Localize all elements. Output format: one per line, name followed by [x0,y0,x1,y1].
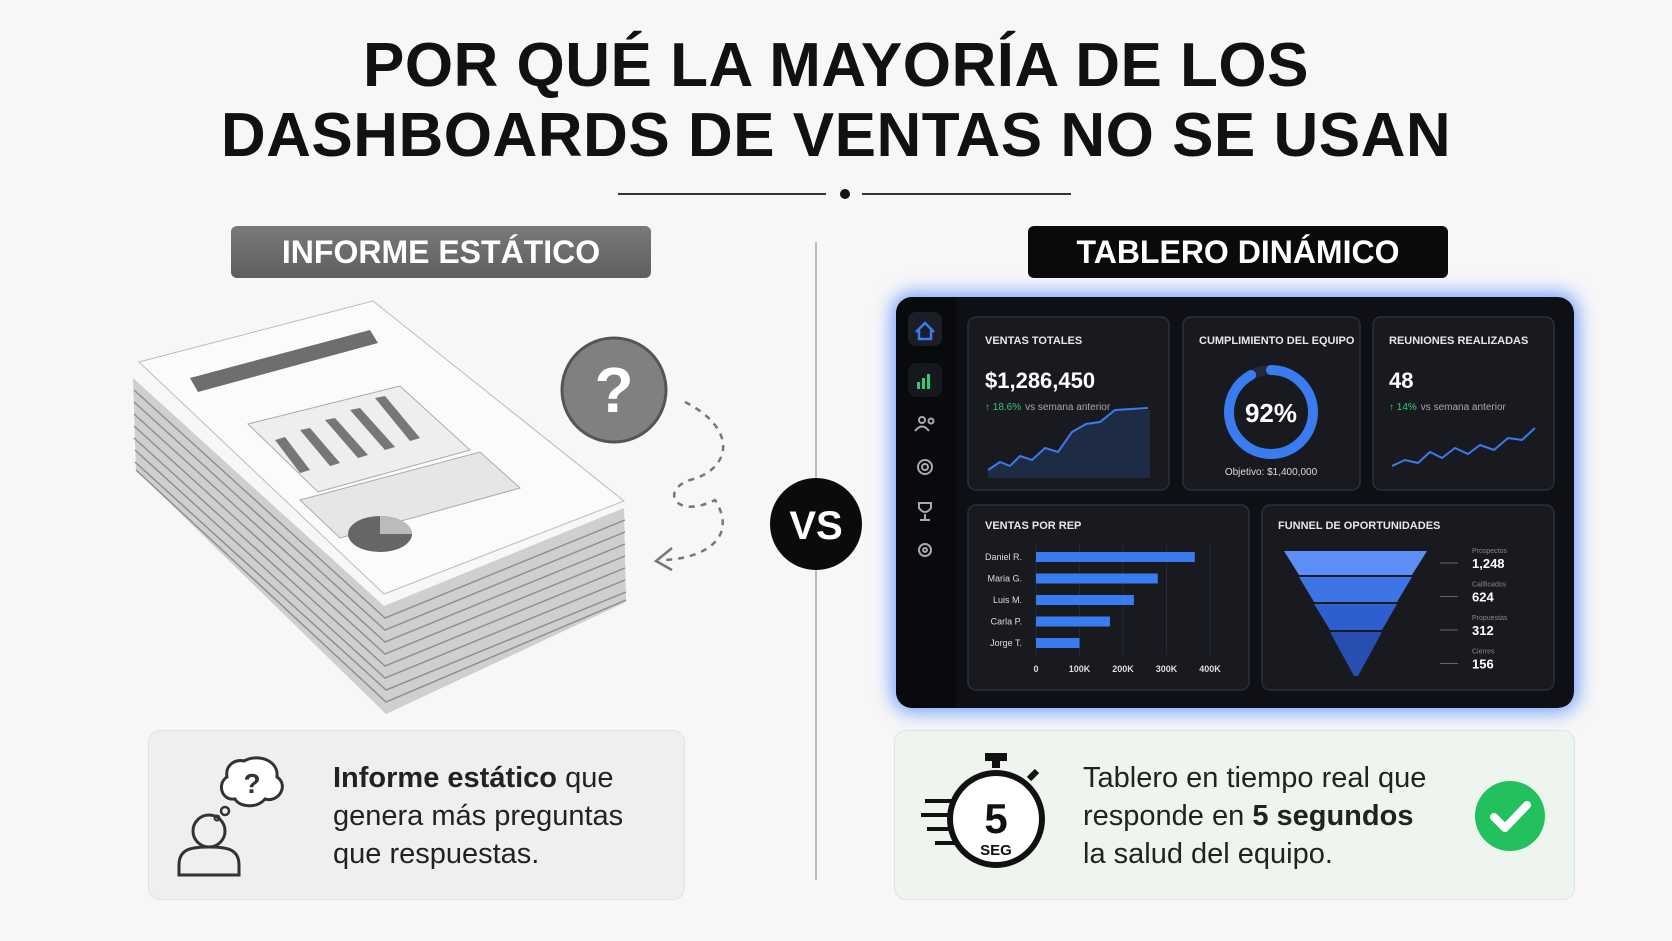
x-tick-label: 400K [1199,664,1221,674]
caption-text: responde en [1083,800,1245,832]
bar [1036,573,1158,584]
gauge-target: Objetivo: $1,400,000 [1225,467,1318,478]
gauge-label: 92% [1245,398,1297,428]
y-tick-label: Maria G. [987,574,1022,584]
caption-bold: Informe estático [333,762,557,794]
caption-text: que [565,762,614,794]
timer-unit: SEG [980,842,1012,859]
chart-title: VENTAS POR REP [985,520,1081,532]
caption-line: que respuestas. [333,838,540,870]
title-line: DASHBOARDS DE VENTAS NO SE USAN [220,101,1452,170]
chart-title: FUNNEL DE OPORTUNIDADES [1278,520,1440,532]
x-tick-label: 200K [1112,664,1134,674]
right-caption: 5 SEG Tablero en tiempo real que respond… [894,730,1575,900]
svg-text:?: ? [243,768,260,799]
stage-value: 624 [1472,590,1494,605]
caption-line: genera más preguntas [333,800,624,832]
stopwatch-icon: 5 SEG [921,753,1045,868]
caption-bold: 5 segundos [1252,800,1414,832]
stage-name: Calificados [1472,582,1507,589]
check-icon [1475,781,1545,851]
caption-line: responde en 5 segundos [1083,797,1413,835]
kpi-change: ↑ 18.6% vs semana anterior [985,402,1111,413]
caption-line: Informe estático que [333,759,613,797]
left-badge: INFORME ESTÁTICO [231,226,651,278]
y-tick-label: Carla P. [991,617,1022,627]
bar [1036,552,1195,562]
stage-name: Prospectos [1472,548,1508,555]
stage-name: Propuestas [1472,615,1508,622]
kpi-title: REUNIONES REALIZADAS [1389,335,1528,347]
change-text: vs semana anterior [1025,402,1111,413]
y-tick-label: Luis M. [993,595,1022,605]
paper-stack [133,300,627,714]
kpi-title: VENTAS TOTALES [985,335,1082,347]
y-tick-label: Daniel R. [985,552,1022,562]
y-tick-label: Jorge T. [990,638,1022,648]
timer-number: 5 [984,795,1007,842]
x-tick-label: 300K [1156,664,1178,674]
title-line: POR QUÉ LA MAYORÍA DE LOS [362,31,1310,100]
left-caption: ? Informe estático que genera más pregun… [148,730,685,900]
stage-value: 1,248 [1472,556,1505,571]
x-tick-label: 100K [1069,664,1091,674]
kpi-value: 48 [1389,368,1413,393]
stage-name: Cierres [1472,649,1495,656]
x-tick-label: 0 [1033,664,1038,674]
caption-line: la salud del equipo. [1083,838,1333,870]
svg-text:?: ? [594,354,633,426]
right-badge: TABLERO DINÁMICO [1028,226,1448,278]
stage-value: 156 [1472,657,1494,672]
change-value: 18.6% [993,402,1021,413]
vs-label: VS [789,504,842,548]
change-text: vs semana anterior [1421,402,1507,413]
bar [1036,638,1080,648]
stage-value: 312 [1472,623,1494,638]
change-value: 14% [1397,402,1417,413]
kpi-title: CUMPLIMIENTO DEL EQUIPO [1199,335,1355,347]
bar [1036,595,1134,605]
caption-line: Tablero en tiempo real que [1083,762,1427,794]
dashboard: VENTAS TOTALES CUMPLIMIENTO DEL EQUIPO R… [896,297,1574,708]
thinking-icon: ? [177,756,284,877]
gauge-arc [1224,365,1318,459]
kpi-value: $1,286,450 [985,368,1095,393]
bar [1036,616,1110,627]
kpi-change: ↑ 14% vs semana anterior [1389,402,1507,413]
